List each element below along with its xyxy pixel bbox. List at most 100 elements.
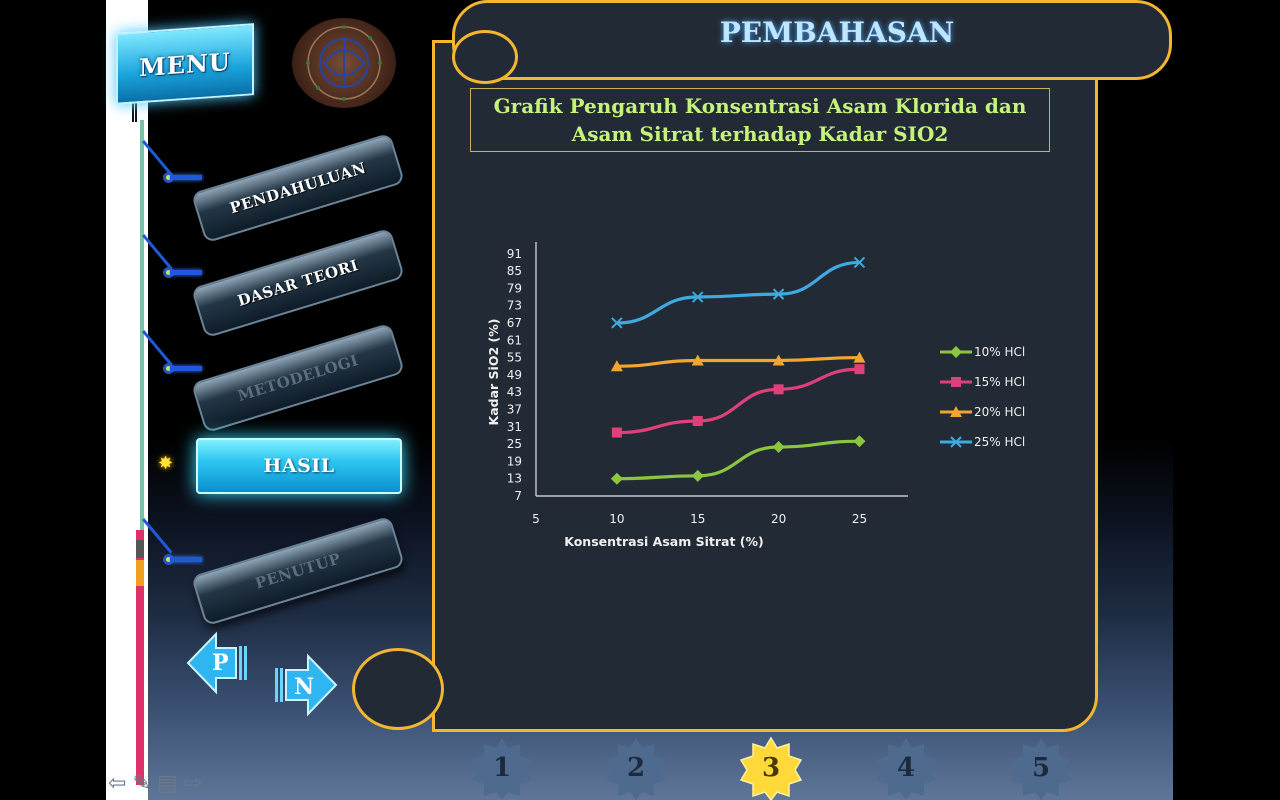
badge-star-icon [472,738,532,800]
page-number-3[interactable]: 3 [739,736,803,800]
y-tick-label: 43 [507,385,522,399]
nav-node [163,554,174,565]
data-point [772,440,785,453]
nav-label: HASIL [263,455,335,477]
badge-star-icon [606,738,666,800]
left-bar-black [132,96,138,122]
data-point [853,435,866,448]
nav-connector [170,366,202,371]
data-point [853,256,866,269]
nav-hasil-button[interactable]: HASIL [196,438,402,494]
slideshow-toolbar: ⇦ ✎ ▤ ⇨ [108,770,202,798]
page-number-label: 3 [761,753,781,783]
x-axis-title: Konsentrasi Asam Sitrat (%) [564,534,764,549]
y-tick-label: 61 [507,333,522,347]
left-bar-orange [136,560,144,586]
page-number-5[interactable]: 5 [1009,736,1073,800]
scroll-curl-bottom [352,648,444,730]
badge-star-icon [1011,738,1071,800]
data-point [772,288,785,300]
chart-title-box: Grafik Pengaruh Konsentrasi Asam Klorida… [470,88,1050,152]
nav-node [163,267,174,278]
legend-label: 20% HCl [974,405,1025,419]
y-tick-label: 91 [507,247,522,261]
page-number-2[interactable]: 2 [604,736,668,800]
badge-star-icon [876,738,936,800]
next-slide-icon[interactable]: ⇨ [183,771,203,796]
pen-icon[interactable]: ✎ [132,771,151,796]
y-tick-label: 79 [507,281,522,295]
prev-button[interactable]: P [186,630,252,696]
data-point [950,436,962,448]
data-point [951,377,961,387]
page-number-label: 4 [896,753,916,783]
page-number-1[interactable]: 1 [470,736,534,800]
nav-node [163,172,174,183]
badge-star-icon [739,736,803,800]
nav-connector [170,557,202,562]
line-chart: 7 13 19 25 31 37 43 49 55 61 67 73 79 85 91 5 10 15 20 25 Ko… [486,242,1025,549]
slide-menu-icon[interactable]: ▤ [156,771,178,796]
x-tick-label: 20 [771,512,786,526]
y-tick-label: 25 [507,437,522,451]
data-point [691,354,704,366]
series-line [616,439,860,481]
data-point [853,351,866,363]
active-star-icon: ✸ [158,453,174,474]
data-point [950,346,962,358]
data-point [692,291,704,303]
data-point [611,427,622,438]
data-point [692,416,703,427]
y-tick-label: 73 [507,299,522,313]
next-button-label: N [294,674,315,700]
y-tick-label: 49 [507,368,522,382]
y-axis-title: Kadar SiO2 (%) [486,319,501,426]
nav-label: PENUTUP [253,549,343,593]
x-tick-label: 5 [532,512,540,526]
menu-banner[interactable]: MENU [116,23,254,105]
nav-connector [170,270,202,275]
next-button[interactable]: N [272,652,338,718]
data-point [854,364,865,375]
prev-button-label: P [212,650,229,676]
legend-label: 10% HCl [974,345,1025,359]
nav-connector [170,175,202,180]
page-number-bar: 1 2 3 4 5 [0,736,1280,800]
arrow-right-icon [275,653,338,717]
page-number-label: 5 [1031,753,1051,783]
menu-label: MENU [139,46,231,82]
series-line [616,260,860,325]
data-point [610,472,623,485]
data-point [611,317,623,329]
x-tick-label: 10 [609,512,624,526]
left-bar-pink [136,530,144,785]
data-point [772,354,785,366]
page-number-label: 2 [626,753,646,783]
legend-label: 15% HCl [974,375,1025,389]
y-tick-label: 67 [507,316,522,330]
page-number-4[interactable]: 4 [874,736,938,800]
y-tick-label: 31 [507,420,522,434]
legend-label: 25% HCl [974,435,1025,449]
data-point [610,360,623,372]
y-tick-label: 85 [507,264,522,278]
nav-node [163,363,174,374]
left-bar-gray [136,540,144,558]
data-point [691,469,704,482]
y-tick-label: 13 [507,472,522,486]
y-tick-label: 19 [507,454,522,468]
x-tick-label: 25 [852,512,867,526]
arrow-left-icon [186,631,247,695]
y-tick-label: 55 [507,351,522,365]
chart-title-line1: Grafik Pengaruh Konsentrasi Asam Klorida… [493,94,1027,118]
previous-slide-icon[interactable]: ⇦ [108,771,127,796]
data-point [773,384,784,395]
page-number-label: 1 [492,753,512,783]
left-bar-green [140,120,144,530]
content-scroll-panel: PEMBAHASAN [352,0,1172,732]
scroll-header [452,0,1172,80]
series-line [616,355,860,368]
series-line [616,367,860,435]
y-tick-label: 37 [507,402,522,416]
chart-title-line2: Asam Sitrat terhadap Kadar SIO2 [571,122,949,146]
